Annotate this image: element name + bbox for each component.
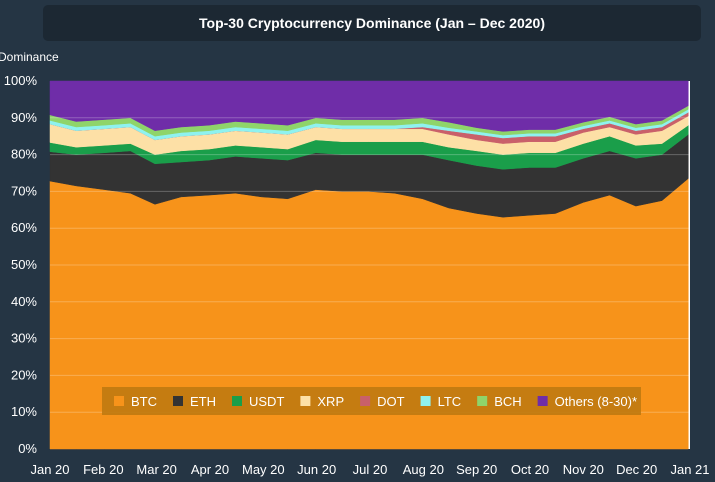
y-tick-label: 50% (11, 257, 37, 272)
x-tick-label: Sep 20 (456, 462, 497, 477)
legend-label: XRP (317, 394, 344, 409)
x-tick-label: Jan 20 (30, 462, 69, 477)
legend-label: Others (8-30)* (555, 394, 637, 409)
chart-title: Top-30 Cryptocurrency Dominance (Jan – D… (43, 5, 701, 41)
legend-label: BTC (131, 394, 157, 409)
y-tick-label: 0% (18, 441, 37, 456)
y-tick-label: 100% (4, 73, 38, 88)
y-tick-label: 80% (11, 147, 37, 162)
y-axis-title: Dominance (0, 50, 59, 64)
series-area-others-8-30 (49, 80, 689, 132)
x-tick-label: Apr 20 (191, 462, 229, 477)
x-tick-label: May 20 (242, 462, 285, 477)
x-tick-label: Nov 20 (563, 462, 604, 477)
y-tick-label: 40% (11, 294, 37, 309)
y-tick-label: 90% (11, 110, 37, 125)
x-tick-label: Mar 20 (136, 462, 176, 477)
x-tick-label: Feb 20 (83, 462, 123, 477)
legend-swatch (173, 396, 183, 406)
x-tick-label: Jun 20 (297, 462, 336, 477)
legend-swatch (420, 396, 431, 406)
x-tick-label: Dec 20 (616, 462, 657, 477)
y-tick-label: 30% (11, 331, 37, 346)
legend-label: BCH (494, 394, 521, 409)
y-tick-label: 60% (11, 220, 37, 235)
legend-swatch (232, 396, 242, 406)
legend-label: DOT (377, 394, 405, 409)
y-tick-label: 20% (11, 367, 37, 382)
x-tick-label: Aug 20 (403, 462, 444, 477)
x-tick-label: Jan 21 (670, 462, 709, 477)
legend-label: ETH (190, 394, 216, 409)
y-tick-label: 70% (11, 183, 37, 198)
legend-box (102, 387, 641, 415)
legend-swatch (300, 396, 311, 406)
legend-label: USDT (249, 394, 284, 409)
x-tick-label: Oct 20 (511, 462, 549, 477)
legend-label: LTC (438, 394, 462, 409)
x-tick-label: Jul 20 (353, 462, 388, 477)
legend-swatch (360, 396, 371, 406)
legend-swatch (477, 396, 488, 406)
y-tick-label: 10% (11, 404, 37, 419)
legend-swatch (537, 396, 548, 406)
legend-swatch (114, 396, 124, 406)
